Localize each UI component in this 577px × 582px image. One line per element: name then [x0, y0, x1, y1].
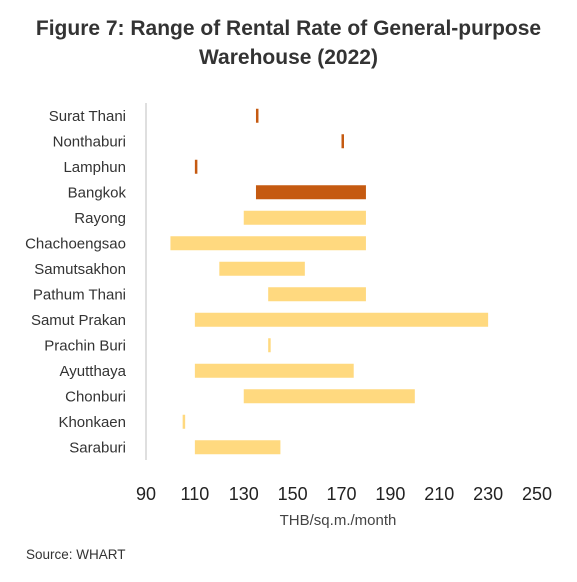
- category-label: Prachin Buri: [44, 337, 126, 354]
- range-bar: [243, 210, 366, 225]
- category-label: Khonkaen: [58, 414, 126, 431]
- category-label: Nonthaburi: [53, 133, 126, 150]
- range-bar: [194, 363, 354, 378]
- x-tick-label: 110: [181, 484, 210, 504]
- range-bar: [170, 236, 366, 251]
- range-bar: [194, 312, 489, 327]
- range-bar: [268, 338, 271, 353]
- category-label: Surat Thani: [49, 108, 126, 125]
- category-label: Saraburi: [69, 439, 126, 456]
- range-bar: [243, 389, 415, 404]
- range-bar: [182, 414, 186, 429]
- chart-title-line-1: Figure 7: Range of Rental Rate of Genera…: [35, 17, 542, 40]
- x-tick-label: 250: [522, 484, 552, 504]
- range-bar: [341, 134, 344, 149]
- category-label: Samutsakhon: [34, 261, 126, 278]
- range-bar: [255, 108, 259, 123]
- source-note: Source: WHART: [26, 547, 126, 562]
- range-bar: [219, 261, 305, 276]
- category-label: Bangkok: [68, 184, 127, 201]
- x-tick-labels: 90 110 130 150 170 190 210 230 250: [136, 484, 552, 504]
- category-label: Samut Prakan: [31, 312, 126, 329]
- category-label: Rayong: [74, 210, 126, 227]
- x-tick-label: 170: [326, 484, 356, 504]
- category-label: Chonburi: [65, 388, 126, 405]
- category-label: Lamphun: [63, 159, 126, 176]
- x-tick-label: 190: [375, 484, 405, 504]
- range-bars: [170, 108, 489, 455]
- x-tick-label: 210: [424, 484, 454, 504]
- x-axis-label: THB/sq.m./month: [280, 512, 397, 529]
- chart-title-line-2: Warehouse (2022): [199, 46, 378, 69]
- range-bar: [255, 185, 366, 200]
- x-tick-label: 90: [136, 484, 156, 504]
- range-bar: [194, 440, 281, 455]
- chart-title: Figure 7: Range of Rental Rate of Genera…: [0, 14, 577, 72]
- category-labels: Surat Thani Nonthaburi Lamphun Bangkok Rayon…: [25, 108, 127, 457]
- category-label: Ayutthaya: [60, 363, 127, 380]
- category-label: Chachoengsao: [25, 235, 126, 252]
- range-bar: [268, 287, 366, 302]
- range-bar: [194, 159, 198, 174]
- x-tick-label: 230: [473, 484, 503, 504]
- x-tick-label: 150: [278, 484, 308, 504]
- x-tick-label: 130: [229, 484, 259, 504]
- category-label: Pathum Thani: [33, 286, 126, 303]
